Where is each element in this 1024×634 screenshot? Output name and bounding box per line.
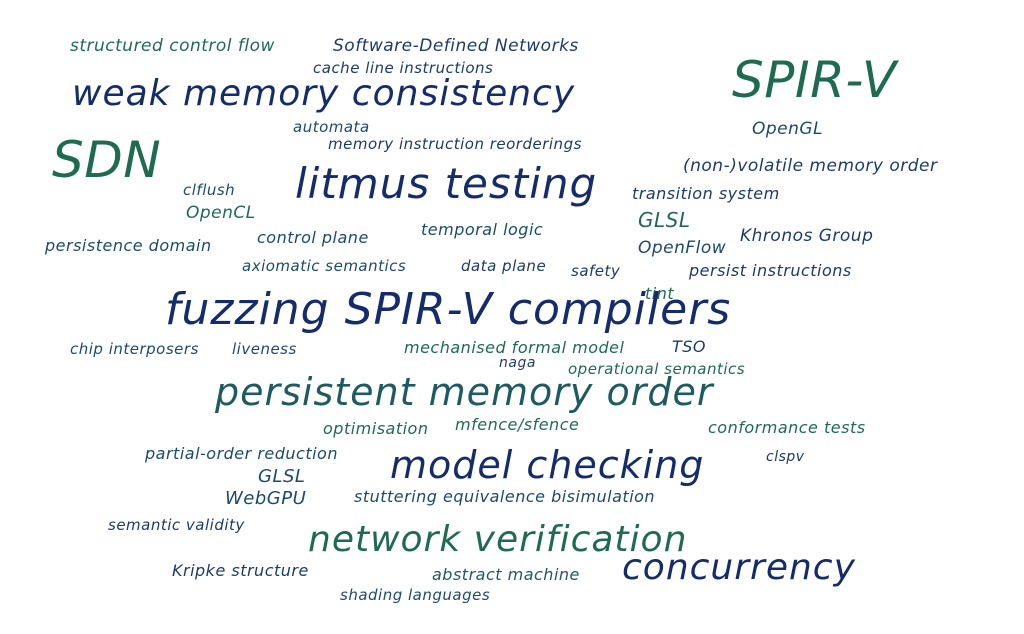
- word-khronos-group: Khronos Group: [740, 226, 874, 246]
- word-litmus-testing: litmus testing: [295, 159, 598, 208]
- word-concurrency: concurrency: [622, 547, 856, 588]
- word-stuttering-equivalence-bisimulation: stuttering equivalence bisimulation: [354, 487, 656, 506]
- word-persist-instructions: persist instructions: [689, 261, 852, 280]
- word-data-plane: data plane: [461, 257, 547, 275]
- word-partial-order-reduction: partial-order reduction: [145, 444, 338, 463]
- word-software-defined-networks: Software-Defined Networks: [333, 36, 579, 56]
- word-mechanised-formal-model: mechanised formal model: [404, 338, 625, 357]
- word-memory-instruction-reorderings: memory instruction reorderings: [328, 135, 582, 153]
- word-model-checking: model checking: [390, 443, 705, 487]
- word-network-verification: network verification: [308, 519, 688, 560]
- word-optimisation: optimisation: [323, 419, 429, 438]
- word-glsl-green: GLSL: [638, 208, 691, 232]
- word-fuzzing-spir-v-compilers: fuzzing SPIR-V compilers: [165, 284, 732, 335]
- word-glsl-blue: GLSL: [258, 466, 306, 487]
- word-conformance-tests: conformance tests: [708, 418, 866, 437]
- word-structured-control-flow: structured control flow: [70, 36, 275, 56]
- word-shading-languages: shading languages: [340, 586, 491, 604]
- word-semantic-validity: semantic validity: [108, 516, 245, 534]
- word-sdn: SDN: [52, 131, 162, 189]
- word-cache-line-instructions: cache line instructions: [313, 59, 494, 77]
- word-automata: automata: [293, 118, 370, 136]
- word-opencl: OpenCL: [186, 203, 256, 223]
- word-abstract-machine: abstract machine: [432, 565, 580, 584]
- word-safety: safety: [571, 262, 621, 280]
- word-openflow: OpenFlow: [638, 238, 727, 258]
- word-clflush: clflush: [183, 181, 236, 199]
- word-clspv: clspv: [766, 449, 805, 465]
- word-persistent-memory-order: persistent memory order: [215, 370, 714, 414]
- word-opengl-top: OpenGL: [752, 119, 824, 139]
- word-liveness: liveness: [232, 340, 297, 358]
- word-temporal-logic: temporal logic: [421, 220, 544, 239]
- word-control-plane: control plane: [257, 228, 369, 247]
- word-persistence-domain: persistence domain: [45, 236, 212, 255]
- word-tso: TSO: [672, 337, 707, 356]
- word-transition-system: transition system: [632, 184, 780, 203]
- word-kripke-structure: Kripke structure: [172, 561, 309, 580]
- word-spir-v-large: SPIR-V: [732, 51, 897, 109]
- word-tint: tint: [645, 284, 675, 303]
- word-mfence-sfence: mfence/sfence: [455, 415, 580, 434]
- word-axiomatic-semantics: axiomatic semantics: [242, 257, 407, 275]
- word-operational-semantics: operational semantics: [568, 360, 746, 378]
- word-non-volatile-memory-order: (non-)volatile memory order: [683, 156, 938, 176]
- word-naga: naga: [499, 355, 536, 371]
- word-chip-interposers: chip interposers: [70, 340, 199, 358]
- word-webgpu: WebGPU: [225, 488, 307, 509]
- word-weak-memory-consistency: weak memory consistency: [72, 73, 576, 114]
